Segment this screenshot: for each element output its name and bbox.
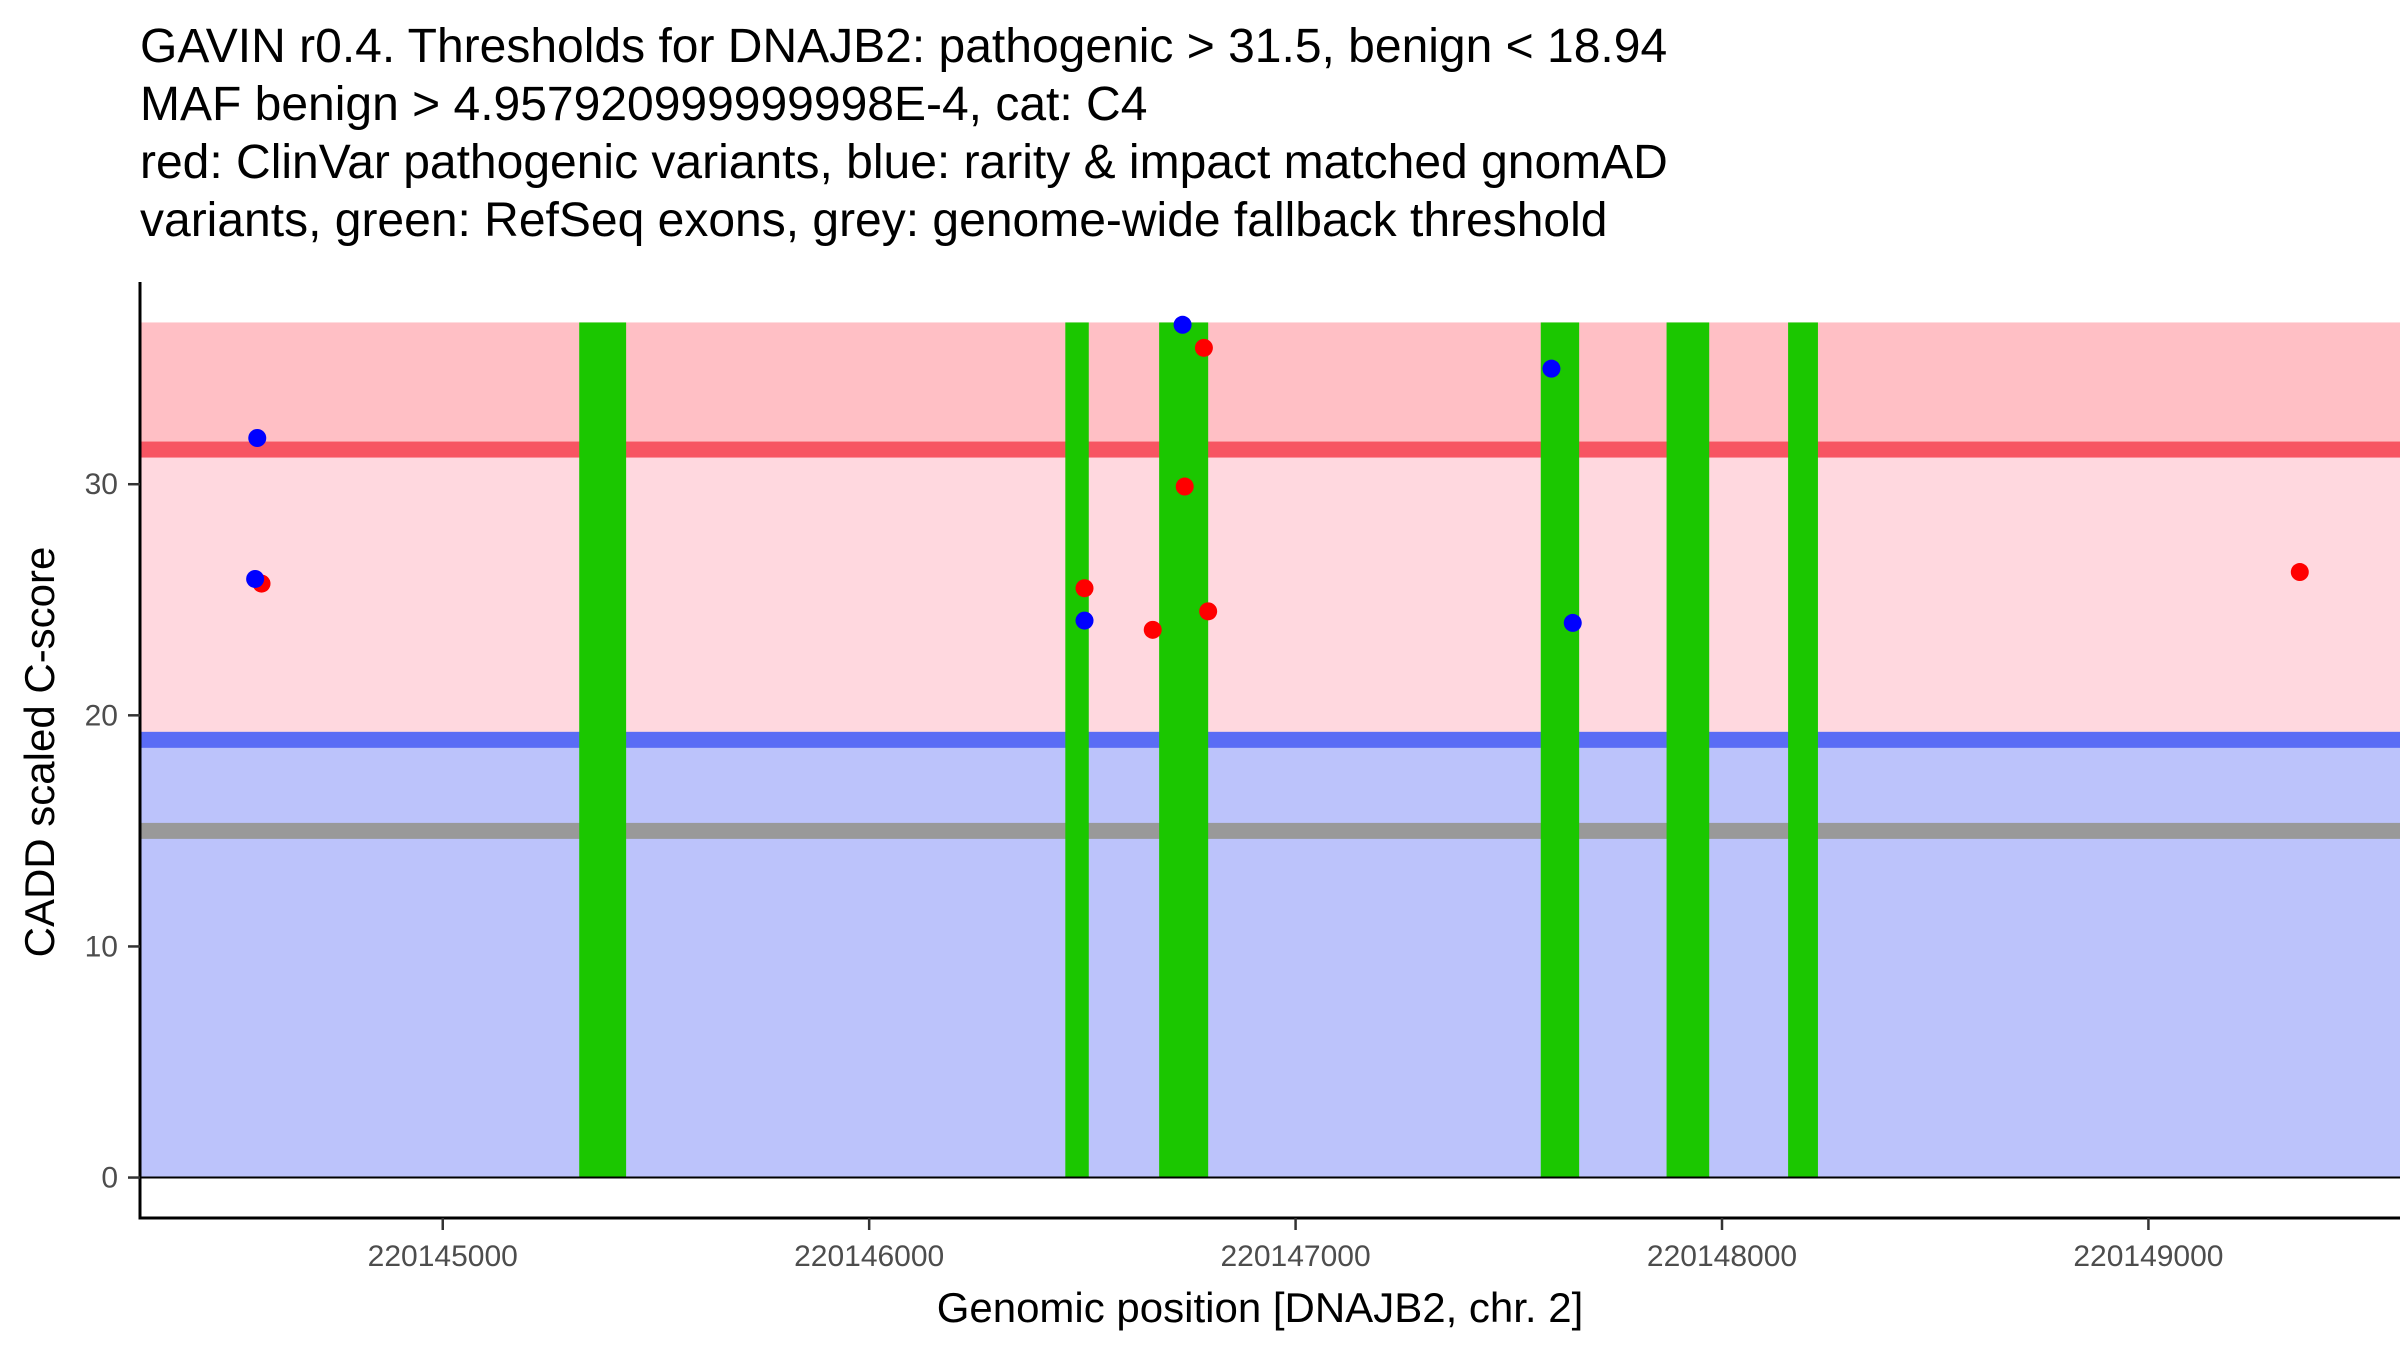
- gnomad-point: [246, 569, 265, 588]
- x-tick-label: 220146000: [794, 1240, 944, 1273]
- clinvar-point: [1175, 477, 1194, 496]
- threshold-line-benign: [140, 731, 2400, 748]
- gnomad-point: [1542, 359, 1561, 378]
- clinvar-point: [2290, 563, 2309, 582]
- y-axis-title: CADD scaled C-score: [16, 547, 63, 958]
- exon-bar-1: [579, 322, 627, 1178]
- gnomad-point: [1563, 613, 1582, 632]
- gnomad-point: [1173, 315, 1192, 334]
- x-tick-label: 220148000: [1647, 1240, 1797, 1273]
- title-line-3: red: ClinVar pathogenic variants, blue: …: [140, 136, 1668, 189]
- x-axis-title: Genomic position [DNAJB2, chr. 2]: [937, 1284, 1584, 1331]
- title-line-1: GAVIN r0.4. Thresholds for DNAJB2: patho…: [140, 20, 1667, 73]
- title-line-2: MAF benign > 4.957920999999998E-4, cat: …: [140, 78, 1147, 131]
- exon-bar-5: [1666, 322, 1710, 1178]
- vus-zone: [140, 449, 2400, 740]
- threshold-line-genome-wide-fallback: [140, 822, 2400, 839]
- pathogenic-zone: [140, 322, 2400, 450]
- benign-zone: [140, 739, 2400, 1178]
- gnomad-point: [1075, 611, 1094, 630]
- clinvar-point: [1075, 579, 1094, 598]
- y-tick-label: 20: [85, 699, 118, 732]
- chart-title: GAVIN r0.4. Thresholds for DNAJB2: patho…: [140, 20, 1668, 247]
- exon-bar-4: [1540, 322, 1580, 1178]
- title-line-4: variants, green: RefSeq exons, grey: gen…: [140, 194, 1607, 247]
- y-tick-label: 10: [85, 930, 118, 963]
- plot-area: 0 10 20 30 220145000 220146000 220147000 220148…: [85, 282, 2400, 1273]
- y-tick-label: 30: [85, 468, 118, 501]
- clinvar-point: [1194, 338, 1213, 357]
- exon-bar-3: [1159, 322, 1209, 1178]
- gnomad-point: [248, 429, 267, 447]
- y-tick-label: 0: [101, 1162, 118, 1195]
- exon-bar-6: [1788, 322, 1818, 1178]
- x-tick-label: 220147000: [1220, 1240, 1370, 1273]
- clinvar-point: [1199, 602, 1218, 621]
- x-tick-label: 220149000: [2073, 1240, 2223, 1273]
- x-tick-label: 220145000: [368, 1240, 518, 1273]
- exon-bar-2: [1065, 322, 1089, 1178]
- threshold-line-pathogenic: [140, 441, 2400, 458]
- clinvar-point: [1143, 620, 1162, 639]
